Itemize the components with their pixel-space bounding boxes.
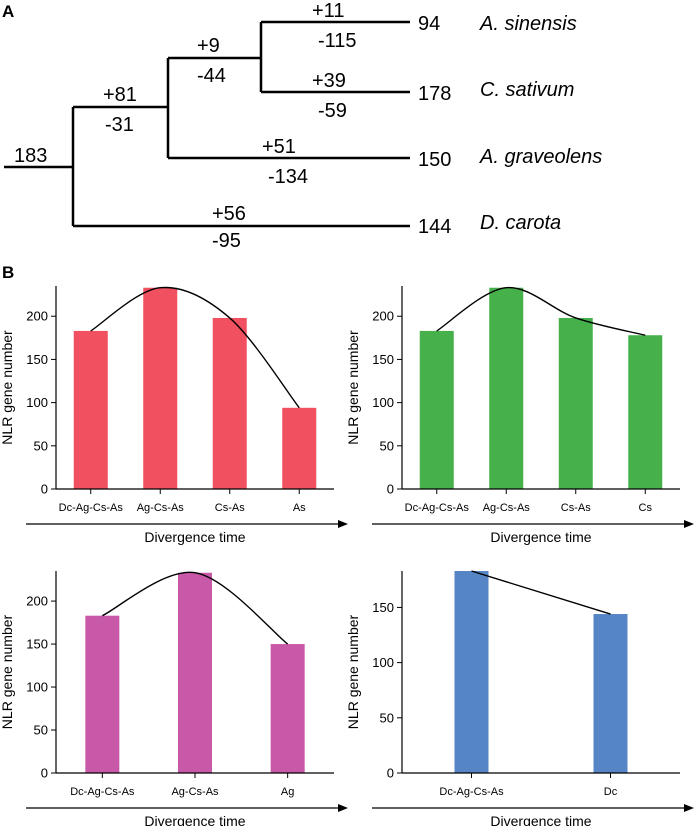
y-tick-label: 0 <box>41 766 48 781</box>
tree-gain-label: +11 <box>312 0 344 22</box>
x-axis-title: Divergence time <box>490 529 591 545</box>
y-axis-title: NLR gene number <box>345 614 361 729</box>
x-tick-label: Dc <box>604 786 618 798</box>
species-label: A. sinensis <box>479 13 577 35</box>
x-tick-label: Ag-Cs-As <box>171 786 219 798</box>
x-tick-label: Dc-Ag-Cs-As <box>405 502 470 514</box>
y-tick-label: 100 <box>26 680 48 695</box>
nlr-chart-cs: 0 50 100 150 200 Dc-Ag-Cs-As Ag-Cs-As Cs-As Cs Di… <box>345 286 694 545</box>
y-tick-label: 200 <box>26 594 48 609</box>
y-tick-label: 0 <box>41 482 48 497</box>
x-axis-title: Divergence time <box>144 813 245 826</box>
species-label: D. carota <box>480 212 561 234</box>
nlr-chart-ag: 0 50 100 150 200 Dc-Ag-Cs-As Ag-Cs-As Ag Diverge… <box>0 571 348 826</box>
tree-loss-label: -134 <box>268 166 308 188</box>
y-axis-title: NLR gene number <box>0 614 15 729</box>
y-axis-title: NLR gene number <box>0 330 15 445</box>
y-tick-label: 0 <box>387 482 394 497</box>
x-tick-label: Dc-Ag-Cs-As <box>439 786 504 798</box>
bar <box>628 335 663 489</box>
panel-label-b: B <box>2 263 14 282</box>
bar <box>454 571 489 773</box>
x-tick-label: Ag-Cs-As <box>137 502 185 514</box>
tree-leaf-count: 94 <box>418 13 440 35</box>
x-tick-label: Dc-Ag-Cs-As <box>59 502 124 514</box>
time-arrow-head <box>684 804 694 812</box>
bar <box>419 330 454 489</box>
species-label: A. graveolens <box>479 146 602 168</box>
bar <box>282 407 317 489</box>
trend-line <box>471 570 611 615</box>
nlr-chart-as: 0 50 100 150 200 Dc-Ag-Cs-As Ag-Cs-As Cs-As As Di… <box>0 286 348 545</box>
y-tick-label: 100 <box>372 655 394 670</box>
y-tick-label: 50 <box>34 723 48 738</box>
y-tick-label: 100 <box>372 395 394 410</box>
tree-leaf-count: 178 <box>418 83 451 105</box>
bar <box>489 287 524 489</box>
tree-gain-label: +81 <box>103 84 137 106</box>
bar <box>73 330 108 489</box>
bar <box>178 572 212 773</box>
bar <box>212 317 247 489</box>
tree-gain-label: +39 <box>312 70 346 92</box>
y-tick-label: 150 <box>26 352 48 367</box>
x-tick-label: Ag-Cs-As <box>483 502 531 514</box>
time-arrow-head <box>684 520 694 528</box>
time-arrow-head <box>338 520 348 528</box>
y-tick-label: 0 <box>387 766 394 781</box>
y-tick-label: 150 <box>372 600 394 615</box>
tree-gain-label: +56 <box>212 203 246 225</box>
bar <box>270 644 305 773</box>
x-tick-label: Cs <box>639 502 653 514</box>
bar <box>558 317 593 489</box>
tree-loss-label: -95 <box>212 230 241 252</box>
species-label: C. sativum <box>480 79 574 101</box>
time-arrow-head <box>338 804 348 812</box>
x-tick-label: Cs-As <box>561 502 591 514</box>
trend-line <box>436 287 646 336</box>
y-tick-label: 50 <box>34 438 48 453</box>
tree-loss-label: -31 <box>105 114 134 136</box>
bar <box>143 287 178 489</box>
y-tick-label: 100 <box>26 395 48 410</box>
y-tick-label: 150 <box>26 637 48 652</box>
x-tick-label: Cs-As <box>215 502 245 514</box>
y-tick-label: 50 <box>380 438 394 453</box>
y-tick-label: 150 <box>372 352 394 367</box>
tree-gain-label: +51 <box>262 136 296 158</box>
y-axis-title: NLR gene number <box>345 330 361 445</box>
tree-loss-label: -115 <box>318 30 357 52</box>
tree-loss-label: -59 <box>318 100 347 122</box>
tree-root-count: 183 <box>14 145 47 167</box>
x-axis-title: Divergence time <box>144 529 245 545</box>
tree-leaf-count: 144 <box>418 216 451 238</box>
y-tick-label: 50 <box>380 710 394 725</box>
tree-gain-label: +9 <box>197 35 220 57</box>
panel-label-a: A <box>2 2 14 21</box>
bar <box>593 614 628 773</box>
phylogenetic-tree <box>4 20 410 228</box>
bar <box>85 615 120 773</box>
trend-line <box>102 571 289 645</box>
y-tick-label: 200 <box>372 309 394 324</box>
y-tick-label: 200 <box>26 309 48 324</box>
x-tick-label: As <box>293 502 306 514</box>
tree-leaf-count: 150 <box>418 149 451 171</box>
trend-line <box>90 286 300 409</box>
x-axis-title: Divergence time <box>490 813 591 826</box>
x-tick-label: Ag <box>281 786 294 798</box>
tree-loss-label: -44 <box>197 65 226 87</box>
nlr-chart-dc: 0 50 100 150 Dc-Ag-Cs-As Dc Divergence time NLR… <box>345 570 694 826</box>
x-tick-label: Dc-Ag-Cs-As <box>70 786 135 798</box>
